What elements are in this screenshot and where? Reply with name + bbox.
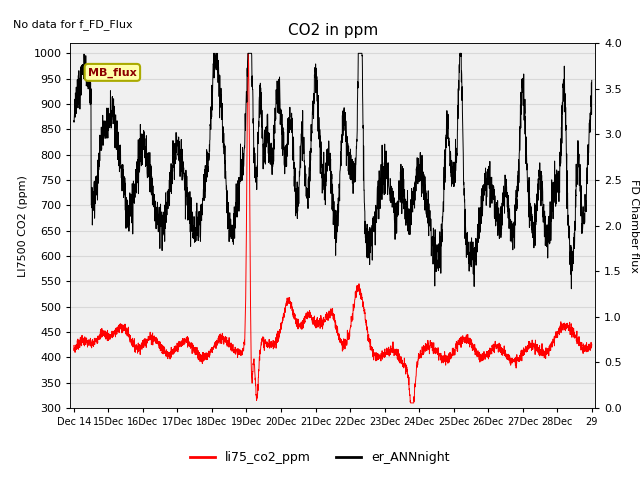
Text: MB_flux: MB_flux [88,67,137,77]
Text: No data for f_FD_Flux: No data for f_FD_Flux [13,19,132,30]
Title: CO2 in ppm: CO2 in ppm [287,23,378,38]
Legend: li75_co2_ppm, er_ANNnight: li75_co2_ppm, er_ANNnight [186,446,454,469]
Y-axis label: FD Chamber flux: FD Chamber flux [628,179,639,273]
Y-axis label: LI7500 CO2 (ppm): LI7500 CO2 (ppm) [18,175,28,276]
